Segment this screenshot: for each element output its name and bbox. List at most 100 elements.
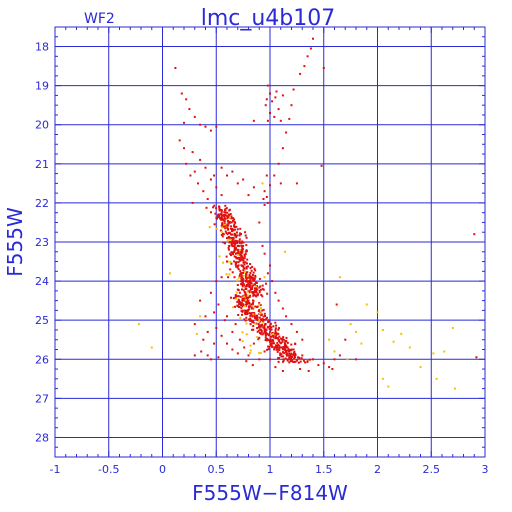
star-point xyxy=(233,276,236,279)
star-point-secondary xyxy=(222,261,225,264)
star-point xyxy=(230,225,233,228)
star-point-secondary xyxy=(235,297,238,300)
star-point xyxy=(301,354,304,357)
star-point xyxy=(275,336,278,339)
star-point xyxy=(281,94,284,97)
star-point xyxy=(294,343,297,345)
star-point xyxy=(256,330,259,333)
star-point-secondary xyxy=(360,342,363,345)
x-tick-label: 0 xyxy=(159,463,166,476)
star-point xyxy=(266,338,269,341)
star-point xyxy=(241,251,244,254)
star-point xyxy=(235,265,238,268)
star-point xyxy=(234,228,237,231)
star-point-secondary xyxy=(239,316,242,319)
star-point xyxy=(243,346,246,349)
star-point xyxy=(266,119,269,122)
star-point xyxy=(248,284,251,287)
star-point xyxy=(226,260,228,263)
star-point-secondary xyxy=(284,250,286,253)
y-tick-label: 20 xyxy=(35,119,49,132)
star-point xyxy=(249,272,252,274)
star-point xyxy=(290,104,293,107)
star-point xyxy=(223,225,226,228)
star-point xyxy=(226,237,228,240)
star-point xyxy=(243,255,246,257)
star-point xyxy=(220,211,223,214)
star-point-secondary xyxy=(249,349,252,352)
star-point xyxy=(243,283,246,286)
star-point xyxy=(220,166,223,169)
star-point xyxy=(242,265,245,268)
star-point xyxy=(233,218,236,221)
star-point xyxy=(233,243,236,246)
star-point xyxy=(218,209,221,212)
star-point-secondary xyxy=(262,321,265,324)
star-point xyxy=(193,323,196,326)
star-point xyxy=(282,355,285,358)
star-point xyxy=(250,303,253,306)
star-point xyxy=(294,356,296,359)
x-tick-label: 2.5 xyxy=(423,463,441,476)
y-tick-label: 25 xyxy=(35,314,49,327)
star-point-secondary xyxy=(408,346,411,349)
star-point xyxy=(174,67,177,69)
star-point xyxy=(244,231,247,234)
star-point-secondary xyxy=(376,311,379,314)
star-point xyxy=(252,277,255,280)
star-point-secondary xyxy=(256,336,259,339)
y-tick-label: 27 xyxy=(35,392,49,405)
star-point xyxy=(223,220,226,223)
star-point xyxy=(258,290,261,293)
star-point xyxy=(283,349,286,351)
star-point xyxy=(285,340,288,343)
star-point xyxy=(197,182,199,185)
star-point-secondary xyxy=(237,276,240,279)
star-point xyxy=(231,245,234,248)
star-point xyxy=(227,276,230,279)
star-point xyxy=(262,308,265,311)
star-point xyxy=(268,332,271,335)
star-point xyxy=(253,277,256,280)
star-point xyxy=(232,219,234,222)
star-point xyxy=(227,236,230,239)
star-point xyxy=(257,326,260,328)
star-point xyxy=(249,323,252,326)
star-point-secondary xyxy=(229,260,232,263)
star-point xyxy=(277,348,280,351)
star-point xyxy=(255,282,258,284)
star-point xyxy=(243,263,246,266)
star-point xyxy=(249,263,252,265)
star-point xyxy=(222,225,225,228)
star-point-secondary xyxy=(237,253,240,256)
star-point xyxy=(267,348,270,351)
y-tick-label: 26 xyxy=(35,353,49,366)
star-point xyxy=(244,285,247,288)
star-point xyxy=(292,354,295,356)
star-point xyxy=(290,343,293,346)
star-point xyxy=(277,332,280,335)
star-point xyxy=(233,260,236,263)
star-point xyxy=(262,315,265,318)
star-point xyxy=(290,348,293,351)
star-point xyxy=(269,264,271,267)
star-point xyxy=(241,280,244,283)
star-point xyxy=(226,233,229,236)
star-point xyxy=(238,306,241,308)
star-point-secondary xyxy=(333,350,336,353)
star-point xyxy=(241,240,244,243)
star-point xyxy=(261,309,264,312)
star-point xyxy=(215,327,218,329)
star-point xyxy=(292,348,295,351)
star-point xyxy=(258,316,261,319)
axis-ticks xyxy=(54,26,486,458)
star-point xyxy=(251,265,254,268)
star-point xyxy=(224,217,227,220)
star-point xyxy=(335,303,338,306)
star-point xyxy=(238,234,241,237)
star-point xyxy=(286,358,289,361)
star-point-secondary xyxy=(259,352,262,354)
star-point xyxy=(254,275,257,278)
star-point xyxy=(257,338,260,341)
star-point xyxy=(236,257,239,260)
